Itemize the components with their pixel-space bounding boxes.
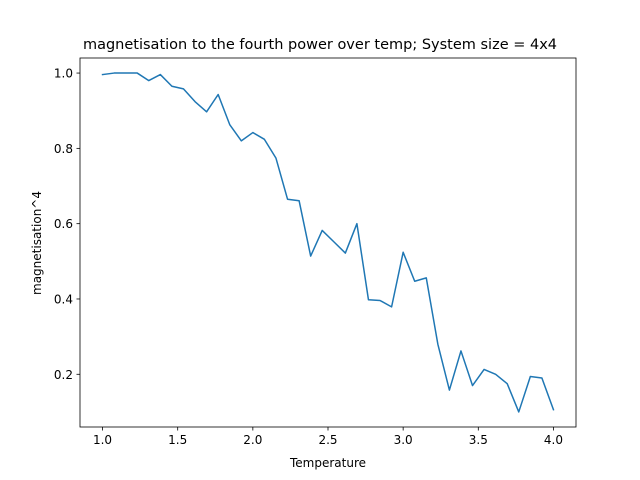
plot-frame <box>79 57 577 428</box>
y-tick-label: 1.0 <box>54 67 73 81</box>
chart-title: magnetisation to the fourth power over t… <box>83 37 557 53</box>
x-tick-label: 2.5 <box>318 433 337 447</box>
y-tick-label: 0.8 <box>54 142 73 156</box>
x-tick-label: 1.0 <box>93 433 112 447</box>
plot-area <box>80 58 576 427</box>
x-tick-label: 3.0 <box>394 433 413 447</box>
y-axis-label: magnetisation^4 <box>30 191 44 295</box>
x-tick-label: 1.5 <box>168 433 187 447</box>
axis-ticks: 1.0 1.5 2.0 2.5 3.0 3.5 4.0 0.2 0.4 0.6 0.8 1.0 <box>54 67 563 447</box>
x-tick-label: 4.0 <box>544 433 563 447</box>
x-tick-label: 2.0 <box>243 433 262 447</box>
y-tick-label: 0.4 <box>54 292 73 306</box>
x-axis-label: Temperature <box>289 456 366 470</box>
x-tick-label: 3.5 <box>469 433 488 447</box>
series-line <box>101 72 555 413</box>
y-tick-label: 0.2 <box>54 368 73 382</box>
y-tick-label: 0.6 <box>54 217 73 231</box>
